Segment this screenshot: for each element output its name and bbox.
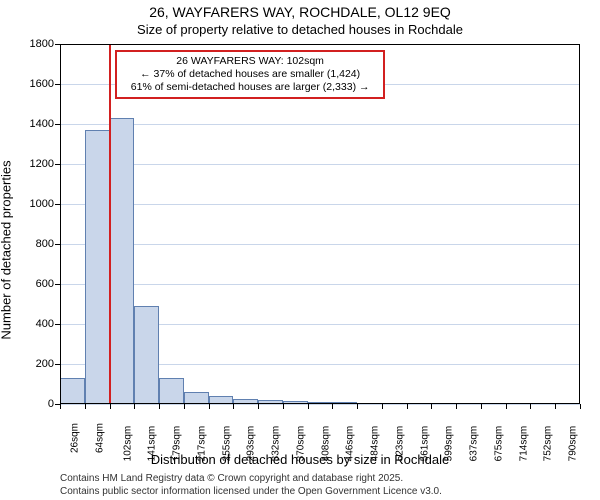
attribution-footer: Contains HM Land Registry data © Crown c… [60,473,588,498]
ytick-label: 800 [36,238,60,250]
gridline [60,164,580,165]
y-axis-label: Number of detached properties [0,160,14,339]
bar [308,402,333,404]
ytick-label: 400 [36,318,60,330]
xtick-mark [60,404,61,409]
xtick-mark [530,404,531,409]
bar [159,378,184,404]
xtick-mark [308,404,309,409]
xtick-mark [555,404,556,409]
plot-area: 02004006008001000120014001600180026sqm64… [60,44,580,404]
annotation-larger: 61% of semi-detached houses are larger (… [123,81,377,94]
bar [110,118,135,404]
gridline [60,404,580,405]
xtick-mark [233,404,234,409]
bar [184,392,209,404]
bar [233,399,258,404]
xtick-mark [134,404,135,409]
ytick-label: 1400 [30,118,60,130]
property-marker-line [109,44,111,404]
annotation-smaller: ← 37% of detached houses are smaller (1,… [123,68,377,81]
footer-line-2: Contains public sector information licen… [60,486,588,499]
ytick-label: 1200 [30,158,60,170]
gridline [60,284,580,285]
xtick-mark [481,404,482,409]
gridline [60,124,580,125]
bar [209,396,234,404]
annotation-title: 26 WAYFARERS WAY: 102sqm [123,55,377,68]
gridline [60,244,580,245]
xtick-mark [506,404,507,409]
xtick-mark [159,404,160,409]
gridline [60,44,580,45]
xtick-mark [456,404,457,409]
ytick-label: 1800 [30,38,60,50]
bar [332,402,357,404]
xtick-mark [431,404,432,409]
annotation-box: 26 WAYFARERS WAY: 102sqm← 37% of detache… [115,50,385,99]
property-size-chart: 26, WAYFARERS WAY, ROCHDALE, OL12 9EQ Si… [0,0,600,500]
bar [357,403,382,404]
ytick-label: 1000 [30,198,60,210]
xtick-mark [209,404,210,409]
x-axis-label: Distribution of detached houses by size … [0,452,600,467]
xtick-mark [184,404,185,409]
xtick-mark [407,404,408,409]
bar [258,400,283,404]
chart-title: 26, WAYFARERS WAY, ROCHDALE, OL12 9EQ [0,4,600,20]
ytick-label: 200 [36,358,60,370]
xtick-mark [258,404,259,409]
xtick-mark [283,404,284,409]
xtick-mark [110,404,111,409]
xtick-mark [382,404,383,409]
bar [134,306,159,404]
xtick-mark [580,404,581,409]
ytick-label: 600 [36,278,60,290]
bar [85,130,110,404]
bar [60,378,85,404]
xtick-mark [357,404,358,409]
bar [382,403,407,404]
xtick-mark [332,404,333,409]
xtick-label: 26sqm [70,423,81,453]
xtick-label: 64sqm [94,423,105,453]
ytick-label: 0 [48,398,60,410]
gridline [60,204,580,205]
ytick-label: 1600 [30,78,60,90]
footer-line-1: Contains HM Land Registry data © Crown c… [60,473,588,486]
bar [283,401,308,404]
xtick-mark [85,404,86,409]
chart-subtitle: Size of property relative to detached ho… [0,22,600,37]
